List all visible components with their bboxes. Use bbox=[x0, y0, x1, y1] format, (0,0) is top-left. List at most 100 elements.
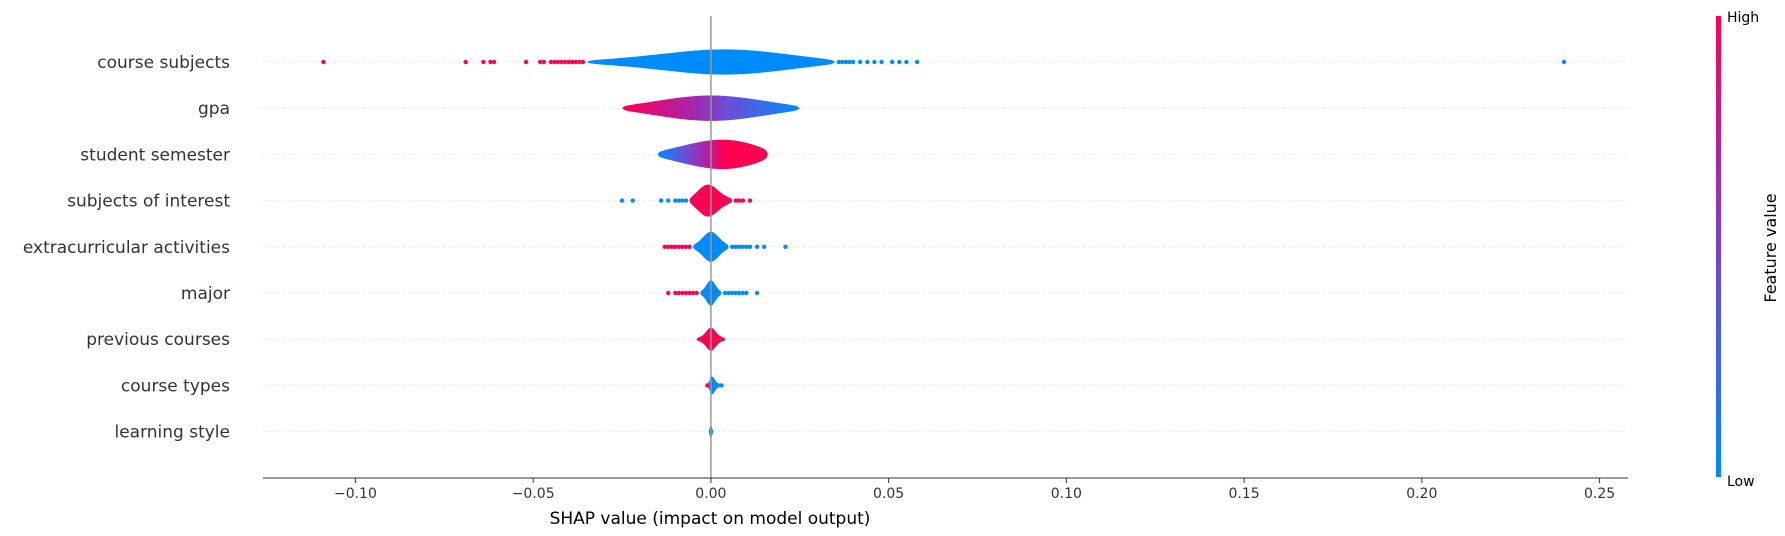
outlier-point-high bbox=[676, 244, 682, 249]
x-tick-label: 0.05 bbox=[873, 486, 904, 502]
outlier-point-low bbox=[879, 59, 884, 65]
outlier-point-high bbox=[673, 290, 678, 296]
outlier-point-low bbox=[744, 244, 749, 249]
outlier-point-high bbox=[538, 59, 543, 65]
outlier-point-high bbox=[733, 198, 738, 203]
outlier-point-low bbox=[726, 290, 731, 296]
outlier-point-low bbox=[630, 198, 635, 203]
outlier-point-low bbox=[722, 290, 728, 296]
outlier-point-low bbox=[737, 290, 742, 296]
feature-label-major: major bbox=[181, 284, 230, 304]
outlier-point-low bbox=[730, 244, 735, 249]
x-tick-label: 0.00 bbox=[695, 486, 726, 502]
outlier-point-high bbox=[562, 59, 568, 65]
outlier-point-high bbox=[570, 59, 575, 65]
outlier-point-high bbox=[548, 59, 554, 65]
outlier-point-low bbox=[680, 198, 685, 203]
outlier-point-high bbox=[680, 244, 685, 249]
outlier-point-high bbox=[463, 59, 468, 65]
outlier-point-high bbox=[690, 290, 696, 296]
outlier-point-low bbox=[897, 59, 902, 65]
outlier-point-high bbox=[747, 198, 753, 203]
outlier-point-high bbox=[673, 244, 678, 249]
outlier-point-low bbox=[730, 290, 735, 296]
outlier-point-high bbox=[737, 198, 742, 203]
outlier-point-high bbox=[666, 290, 671, 296]
outlier-point-high bbox=[573, 59, 579, 65]
x-tick-label: 0.10 bbox=[1051, 486, 1082, 502]
outlier-point-high bbox=[559, 59, 564, 65]
outlier-point-low bbox=[754, 244, 760, 249]
outlier-point-low bbox=[865, 59, 870, 65]
outlier-point-low bbox=[843, 59, 849, 65]
x-tick-label: 0.20 bbox=[1406, 486, 1437, 502]
x-axis-label: SHAP value (impact on model output) bbox=[550, 509, 871, 529]
colorbar-title: Feature value bbox=[1761, 193, 1780, 302]
x-tick-label: −0.05 bbox=[512, 486, 555, 502]
outlier-point-low bbox=[673, 198, 678, 203]
outlier-point-high bbox=[552, 59, 557, 65]
outlier-point-low bbox=[744, 290, 749, 296]
feature-label-gpa: gpa bbox=[198, 99, 230, 119]
colorbar bbox=[1716, 16, 1721, 477]
outlier-point-low bbox=[850, 59, 856, 65]
outlier-point-low bbox=[683, 198, 689, 203]
outlier-points-layer bbox=[321, 59, 1567, 388]
outlier-point-low bbox=[619, 198, 625, 203]
feature-label-course-types: course types bbox=[121, 376, 230, 396]
outlier-point-low bbox=[872, 59, 877, 65]
feature-label-subjects-of-interest: subjects of interest bbox=[67, 192, 230, 212]
outlier-point-low bbox=[914, 59, 920, 65]
outlier-point-low bbox=[740, 244, 746, 249]
outlier-point-low bbox=[1561, 59, 1567, 65]
feature-label-learning-style: learning style bbox=[114, 423, 230, 443]
outlier-point-high bbox=[541, 59, 547, 65]
colorbar-low-label: Low bbox=[1727, 474, 1755, 490]
outlier-point-high bbox=[669, 244, 674, 249]
outlier-point-high bbox=[662, 244, 667, 249]
outlier-point-low bbox=[666, 198, 671, 203]
outlier-point-low bbox=[740, 290, 746, 296]
outlier-point-high bbox=[683, 244, 689, 249]
feature-labels: course subjects gpa student semester subjec… bbox=[23, 53, 230, 443]
outlier-point-high bbox=[683, 290, 689, 296]
outlier-point-low bbox=[733, 244, 738, 249]
outlier-point-low bbox=[762, 244, 767, 249]
outlier-point-high bbox=[523, 59, 529, 65]
outlier-point-low bbox=[889, 59, 895, 65]
outlier-point-low bbox=[719, 383, 724, 388]
outlier-point-high bbox=[481, 59, 486, 65]
feature-label-student-semester: student semester bbox=[80, 145, 230, 165]
outlier-point-high bbox=[488, 59, 493, 65]
outlier-point-low bbox=[737, 244, 742, 249]
outlier-point-high bbox=[676, 290, 682, 296]
outlier-point-low bbox=[658, 198, 664, 203]
outlier-point-high bbox=[491, 59, 497, 65]
outlier-point-high bbox=[321, 59, 326, 65]
outlier-point-low bbox=[733, 290, 738, 296]
outlier-point-low bbox=[836, 59, 842, 65]
outlier-point-high bbox=[705, 383, 710, 388]
feature-label-course-subjects: course subjects bbox=[97, 53, 230, 73]
colorbar-high-label: High bbox=[1727, 10, 1759, 26]
outlier-point-high bbox=[580, 59, 586, 65]
outlier-point-low bbox=[904, 59, 909, 65]
feature-label-previous-courses: previous courses bbox=[86, 330, 230, 350]
outlier-point-high bbox=[577, 59, 582, 65]
x-axis-ticks: −0.10 −0.05 0.00 0.05 0.10 0.15 0.20 0.25 bbox=[334, 478, 1615, 502]
violin-student-semester bbox=[657, 139, 768, 170]
x-tick-label: 0.15 bbox=[1229, 486, 1260, 502]
outlier-point-high bbox=[687, 244, 692, 249]
outlier-point-high bbox=[555, 59, 561, 65]
outlier-point-low bbox=[754, 290, 760, 296]
outlier-point-low bbox=[676, 198, 682, 203]
outlier-point-high bbox=[566, 59, 571, 65]
outlier-point-low bbox=[847, 59, 852, 65]
outlier-point-high bbox=[694, 290, 699, 296]
feature-gridlines bbox=[263, 61, 1628, 433]
x-tick-label: 0.25 bbox=[1584, 486, 1615, 502]
outlier-point-low bbox=[747, 244, 753, 249]
outlier-point-high bbox=[740, 198, 746, 203]
outlier-point-low bbox=[840, 59, 845, 65]
